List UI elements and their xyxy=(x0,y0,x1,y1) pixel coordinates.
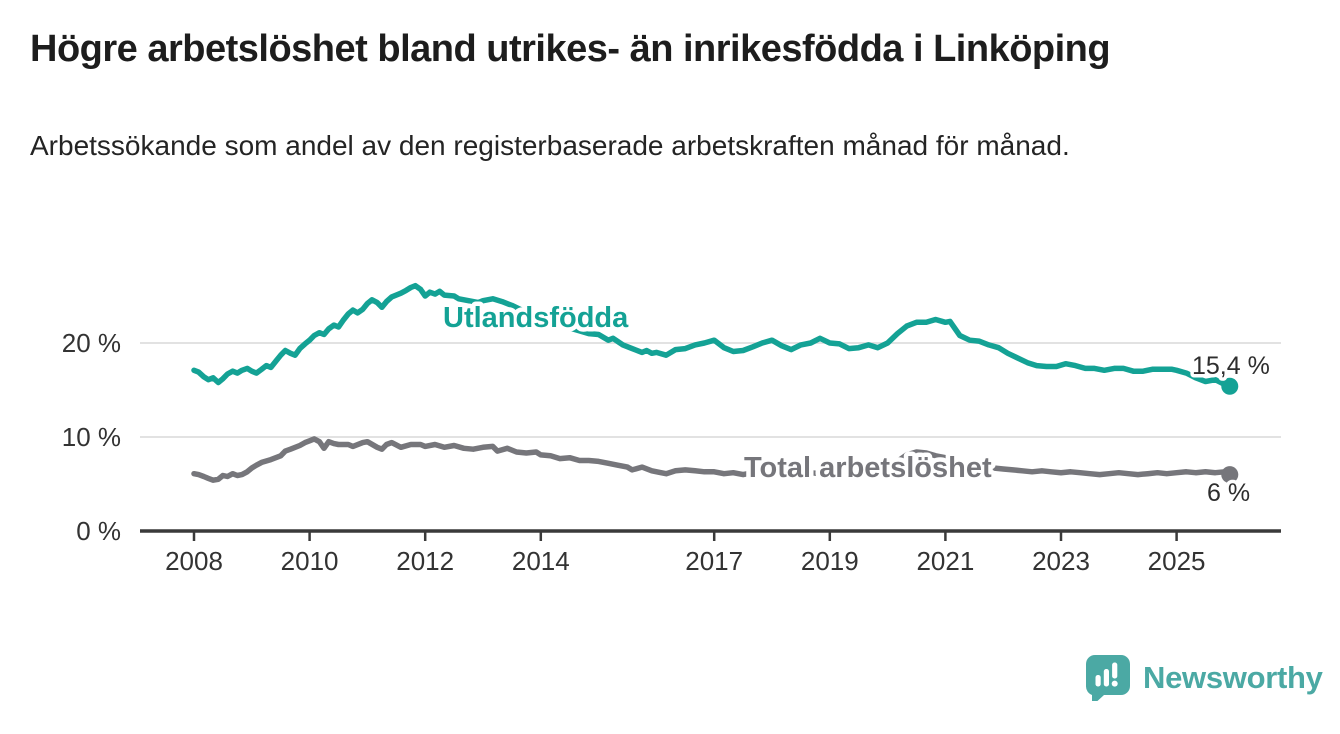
x-tick-label-2008: 2008 xyxy=(165,546,223,576)
series-line-total xyxy=(191,436,1233,483)
series-end-dot-utlandsfodda xyxy=(1221,377,1239,395)
brand-name: Newsworthy xyxy=(1143,659,1323,695)
x-tick-label-2023: 2023 xyxy=(1032,546,1090,576)
x-tick-label-2017: 2017 xyxy=(685,546,743,576)
end-value-label-total: 6 % xyxy=(1207,479,1250,507)
series-end-dot-total xyxy=(1221,466,1239,484)
series-line-utlandsfodda xyxy=(191,282,1233,389)
end-value-label-utlandsfodda: 15,4 % xyxy=(1192,352,1270,380)
x-tick-label-2019: 2019 xyxy=(801,546,859,576)
x-tick-label-2014: 2014 xyxy=(512,546,570,576)
newsworthy-logo: Newsworthy xyxy=(1085,654,1323,701)
y-tick-label-10: 10 % xyxy=(62,422,121,452)
y-tick-label-0: 0 % xyxy=(76,516,121,546)
chart-title: Högre arbetslöshet bland utrikes- än inr… xyxy=(30,28,1111,70)
bar-chart-speech-bubble-icon xyxy=(1085,655,1130,701)
x-tick-label-2010: 2010 xyxy=(281,546,339,576)
series-label-utlandsfodda: Utlandsfödda xyxy=(443,302,629,334)
x-tick-label-2021: 2021 xyxy=(916,546,974,576)
x-tick-label-2012: 2012 xyxy=(396,546,454,576)
y-tick-label-20: 20 % xyxy=(62,328,121,358)
series-label-total: Total arbetslöshet xyxy=(744,452,992,484)
chart-subtitle: Arbetssökande som andel av den registerb… xyxy=(30,130,1070,161)
x-tick-label-2025: 2025 xyxy=(1148,546,1206,576)
